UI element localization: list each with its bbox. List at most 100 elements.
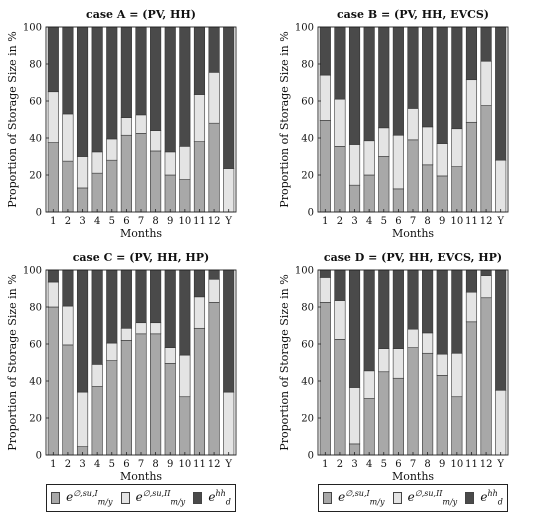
x-tick-label: 7 (138, 216, 144, 227)
chart-panel-2: case B = (PV, HH, EVCS)1 2 3 4 5 6 7 8 9 10 11 12 Y0… (278, 8, 509, 240)
bar-segment-II (208, 278, 220, 303)
bar-segment-d (392, 269, 404, 349)
bar-segment-I (150, 150, 162, 213)
y-tick-label: 60 (29, 97, 42, 108)
bar-segment-I (465, 321, 478, 456)
y-tick-label: 0 (36, 208, 42, 219)
bar-segment-d (193, 269, 206, 298)
x-tick-label: 3 (351, 459, 357, 470)
bar-segment-d (91, 26, 103, 153)
chart-title: case A = (PV, HH) (86, 8, 196, 21)
x-tick-label: 6 (123, 216, 129, 227)
bar-segment-II (106, 138, 118, 161)
x-tick-label: 6 (123, 459, 129, 470)
bar-segment-I (62, 344, 74, 456)
bar-segment-II (76, 156, 89, 189)
bar-segment-d (436, 26, 448, 144)
y-axis-label: Proportion of Storage Size in % (6, 274, 19, 450)
x-tick-label: 9 (439, 216, 445, 227)
bar-segment-II (91, 364, 103, 387)
x-tick-label: Y (224, 216, 232, 227)
bar-segment-II (363, 140, 375, 176)
bar-segment-d (91, 269, 103, 365)
chart-title: case D = (PV, HH, EVCS, HP) (324, 251, 502, 264)
x-tick-label: 11 (465, 216, 478, 227)
bar-segment-II (495, 159, 507, 213)
bar-segment-I (378, 371, 390, 456)
bar-segment-II (436, 353, 448, 376)
bar-segment-II (319, 74, 331, 121)
y-tick-label: 20 (301, 171, 314, 182)
bar-segment-II (451, 352, 463, 398)
x-tick-label: 5 (381, 459, 387, 470)
bar-segment-I (407, 347, 419, 456)
bar-segment-d (208, 269, 220, 280)
bar-segment-II (407, 108, 419, 141)
bar-segment-I (319, 302, 331, 456)
x-tick-label: 1 (322, 216, 328, 227)
x-tick-label: 12 (480, 459, 493, 470)
bar-segment-II (76, 391, 89, 447)
bar-segment-I (334, 146, 346, 213)
bar-segment-d (135, 26, 147, 116)
bar-segment-d (363, 26, 375, 142)
legend-swatch-d (465, 491, 475, 504)
x-tick-label: 3 (79, 459, 85, 470)
bar-segment-d (407, 26, 419, 109)
y-tick-label: 100 (295, 23, 314, 34)
bar-segment-I (135, 333, 147, 456)
legend-label-d: ehhd (480, 489, 503, 507)
bar-segment-II (47, 91, 59, 143)
y-tick-label: 80 (301, 60, 314, 71)
bar-segment-d (319, 269, 331, 278)
y-tick-label: 40 (29, 134, 42, 145)
x-tick-label: 6 (395, 459, 401, 470)
bar-segment-d (135, 269, 147, 324)
bar-segment-II (150, 130, 162, 152)
x-tick-label: Y (496, 459, 504, 470)
bar-segment-d (76, 26, 89, 157)
plot-frame (317, 26, 509, 213)
bar-segment-II (334, 98, 346, 147)
plot-frame (45, 26, 237, 213)
bar-segment-II (106, 342, 118, 361)
bar-segment-d (480, 26, 492, 62)
legend-item-d: ehhd (193, 489, 231, 507)
legend-swatch-d (193, 491, 203, 504)
x-tick-label: 8 (152, 459, 158, 470)
bar-segment-II (223, 391, 235, 456)
bar-segment-I (465, 121, 478, 213)
x-tick-label: 10 (450, 216, 463, 227)
bar-segment-I (91, 172, 103, 213)
y-tick-label: 0 (308, 451, 314, 462)
bar-segment-d (164, 269, 176, 348)
bar-segment-I (451, 166, 463, 213)
bar-segment-II (150, 322, 162, 335)
x-tick-label: 1 (50, 216, 56, 227)
chart-panel-4: case D = (PV, HH, EVCS, HP)1 2 3 4 5 6 7 8 9 10 11… (278, 251, 509, 483)
legend-item-I: e∅,su,Im/y (323, 489, 384, 507)
x-tick-label: 11 (193, 459, 206, 470)
bar-segment-II (480, 60, 492, 106)
bar-segment-II (120, 327, 132, 341)
x-tick-label: 10 (178, 216, 191, 227)
x-axis-label: Months (120, 227, 162, 240)
bar-segment-d (348, 26, 361, 145)
x-tick-label: 7 (410, 216, 416, 227)
legend-label-d: ehhd (208, 489, 231, 507)
bar-segment-II (378, 348, 390, 373)
bar-segment-d (223, 26, 235, 169)
bar-segment-d (223, 269, 235, 393)
x-tick-label: 4 (366, 459, 372, 470)
bar-segment-d (378, 26, 390, 129)
bar-segment-I (179, 179, 191, 213)
legend-label-II: e∅,su,IIm/y (407, 489, 458, 507)
bar-segment-II (135, 322, 147, 335)
bar-segment-II (164, 347, 176, 364)
x-tick-label: 12 (208, 216, 221, 227)
bar-segment-I (319, 120, 331, 213)
legend-item-I: e∅,su,Im/y (51, 489, 112, 507)
bar-segment-I (392, 377, 404, 456)
x-tick-label: 8 (424, 216, 430, 227)
y-tick-label: 0 (308, 208, 314, 219)
